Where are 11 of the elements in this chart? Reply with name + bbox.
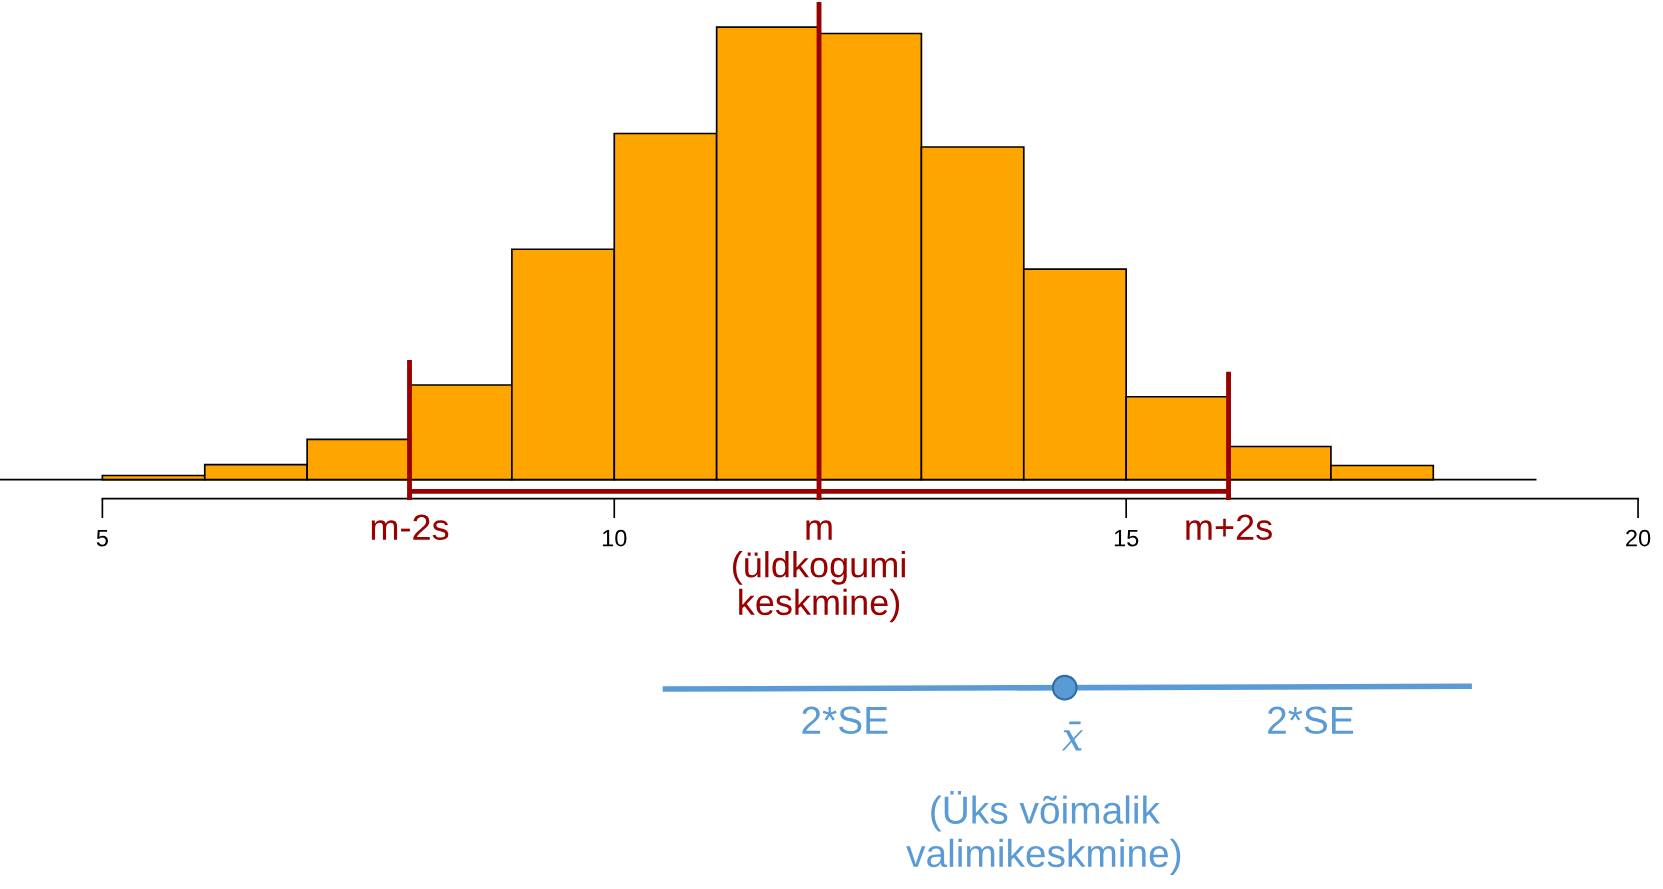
x-tick-label: 10	[602, 529, 627, 547]
x-tick-label: 15	[1114, 529, 1139, 547]
text: 2*SE	[1268, 706, 1354, 735]
ref-line-label: m-2s	[371, 514, 449, 541]
x-tick-label: 20	[1626, 529, 1651, 547]
text: 2*SE	[802, 706, 888, 735]
text: x̄	[1061, 721, 1084, 751]
x-tick-label: 5	[96, 529, 108, 547]
text: (Üks võimalik valimikeskmine)	[906, 791, 1181, 875]
ref-line-label: m (üldkogumi keskmine)	[732, 520, 905, 623]
ref-line-label: m+2s	[1186, 514, 1272, 541]
